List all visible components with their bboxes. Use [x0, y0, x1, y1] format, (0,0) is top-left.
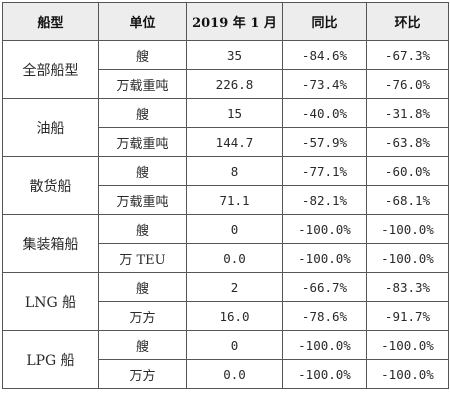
mom-cell: -63.8% — [366, 127, 449, 157]
mom-cell: -76.0% — [366, 69, 449, 99]
value-cell: 15 — [186, 98, 283, 128]
mom-cell: -100.0% — [366, 330, 449, 360]
mom-cell: -100.0% — [366, 359, 449, 389]
value-cell: 0.0 — [186, 243, 283, 273]
yoy-cell: -77.1% — [282, 156, 367, 186]
mom-cell: -91.7% — [366, 301, 449, 331]
value-cell: 16.0 — [186, 301, 283, 331]
table-row: 油船 艘 15 -40.0% -31.8% — [2, 98, 449, 157]
yoy-cell: -82.1% — [282, 185, 367, 215]
table-row: 集装箱船 艘 0 -100.0% -100.0% — [2, 214, 449, 273]
yoy-cell: -40.0% — [282, 98, 367, 128]
yoy-cell: -100.0% — [282, 214, 367, 244]
unit-cell: 万载重吨 — [98, 127, 187, 157]
mom-cell: -68.1% — [366, 185, 449, 215]
mom-cell: -31.8% — [366, 98, 449, 128]
table-row: 万载重吨 226.8 -73.4% -76.0% — [3, 69, 449, 99]
mom-cell: -100.0% — [366, 243, 449, 273]
value-cell: 144.7 — [186, 127, 283, 157]
unit-cell: 艘 — [98, 214, 187, 244]
table-row: 万载重吨 71.1 -82.1% -68.1% — [3, 185, 449, 215]
yoy-cell: -100.0% — [282, 359, 367, 389]
unit-cell: 万方 — [98, 301, 187, 331]
mom-cell: -100.0% — [366, 214, 449, 244]
unit-cell: 艘 — [98, 98, 187, 128]
value-cell: 0 — [186, 214, 283, 244]
ship-type-cell: 集装箱船 — [2, 214, 99, 273]
value-cell: 8 — [186, 156, 283, 186]
unit-cell: 艘 — [98, 40, 187, 70]
table-row: 散货船 艘 8 -77.1% -60.0% — [2, 156, 449, 215]
ship-type-cell: 散货船 — [2, 156, 99, 215]
header-unit: 单位 — [98, 2, 187, 41]
ship-type-cell: LNG 船 — [2, 272, 99, 331]
table-row: LNG 船 艘 2 -66.7% -83.3% — [2, 272, 449, 331]
mom-cell: -83.3% — [366, 272, 449, 302]
ship-statistics-table: 船型 单位 2019 年 1 月 同比 环比 全部船型 艘 35 -84.6% … — [2, 2, 449, 389]
table-row: LPG 船 艘 0 -100.0% -100.0% — [2, 330, 449, 389]
yoy-cell: -100.0% — [282, 243, 367, 273]
table-row: 全部船型 艘 35 -84.6% -67.3% — [2, 40, 449, 99]
header-row: 船型 单位 2019 年 1 月 同比 环比 — [2, 2, 449, 41]
header-yoy: 同比 — [282, 2, 367, 41]
table-row: 万方 0.0 -100.0% -100.0% — [3, 359, 449, 389]
unit-cell: 万载重吨 — [98, 185, 187, 215]
header-ship-type: 船型 — [2, 2, 99, 41]
ship-type-cell: 油船 — [2, 98, 99, 157]
unit-cell: 万方 — [98, 359, 187, 389]
yoy-cell: -73.4% — [282, 69, 367, 99]
mom-cell: -60.0% — [366, 156, 449, 186]
header-mom: 环比 — [366, 2, 449, 41]
value-cell: 226.8 — [186, 69, 283, 99]
value-cell: 71.1 — [186, 185, 283, 215]
header-period: 2019 年 1 月 — [186, 2, 283, 41]
value-cell: 35 — [186, 40, 283, 70]
unit-cell: 艘 — [98, 272, 187, 302]
ship-type-cell: LPG 船 — [2, 330, 99, 389]
yoy-cell: -84.6% — [282, 40, 367, 70]
value-cell: 0.0 — [186, 359, 283, 389]
value-cell: 2 — [186, 272, 283, 302]
yoy-cell: -100.0% — [282, 330, 367, 360]
table-row: 万方 16.0 -78.6% -91.7% — [3, 301, 449, 331]
unit-cell: 万 TEU — [98, 243, 187, 273]
unit-cell: 艘 — [98, 156, 187, 186]
table-row: 万载重吨 144.7 -57.9% -63.8% — [3, 127, 449, 157]
table-row: 万 TEU 0.0 -100.0% -100.0% — [3, 243, 449, 273]
unit-cell: 万载重吨 — [98, 69, 187, 99]
ship-type-cell: 全部船型 — [2, 40, 99, 99]
unit-cell: 艘 — [98, 330, 187, 360]
yoy-cell: -66.7% — [282, 272, 367, 302]
yoy-cell: -78.6% — [282, 301, 367, 331]
value-cell: 0 — [186, 330, 283, 360]
yoy-cell: -57.9% — [282, 127, 367, 157]
mom-cell: -67.3% — [366, 40, 449, 70]
